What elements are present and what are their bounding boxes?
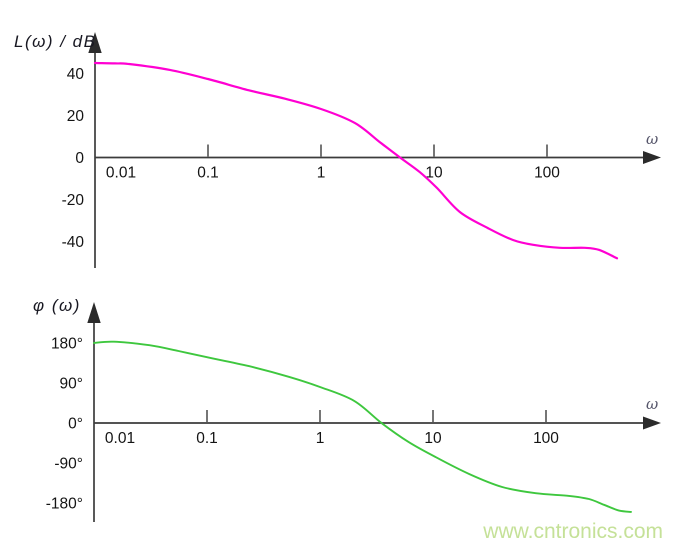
y-tick-label: -40 xyxy=(62,234,85,251)
magnitude-plot-area: 0.01 0.1 1 10 100 40 20 0 -20 -40 xyxy=(62,61,619,260)
x-tick-label: 1 xyxy=(317,165,326,182)
x-axis-arrow-icon xyxy=(643,151,661,164)
y-tick-label: 90° xyxy=(60,376,83,393)
magnitude-curve xyxy=(93,61,619,260)
phase-chart: φ (ω) ω 0.01 0.1 1 10 100 180° 90° 0° -90° -180° xyxy=(33,296,661,522)
phase-x-axis-label: ω xyxy=(646,395,658,413)
x-axis-arrow-icon xyxy=(643,416,661,430)
x-tick-label: 0.01 xyxy=(106,165,136,182)
x-tick-label: 1 xyxy=(316,430,325,447)
y-tick-label: 0° xyxy=(68,416,83,433)
phase-curve xyxy=(93,340,632,513)
y-tick-label: -90° xyxy=(54,455,83,472)
magnitude-axis-title: L(ω) / dB xyxy=(14,32,96,51)
x-tick-label: 0.1 xyxy=(196,430,218,447)
y-axis-arrow-icon xyxy=(87,302,101,323)
x-tick-label: 100 xyxy=(534,165,560,182)
phase-axis-title: φ (ω) xyxy=(33,296,81,315)
y-tick-label: -20 xyxy=(62,192,85,209)
phase-plot-area: 0.01 0.1 1 10 100 180° 90° 0° -90° -180° xyxy=(46,336,632,513)
magnitude-chart: L(ω) / dB ω 0.01 0.1 1 10 100 40 20 0 -20 -40 xyxy=(14,32,661,268)
y-tick-label: -180° xyxy=(46,495,83,512)
y-tick-label: 20 xyxy=(67,108,85,125)
x-tick-label: 10 xyxy=(424,430,442,447)
x-tick-label: 10 xyxy=(425,165,443,182)
x-tick-label: 0.01 xyxy=(105,430,135,447)
x-tick-label: 0.1 xyxy=(197,165,219,182)
y-tick-label: 40 xyxy=(67,66,85,83)
y-axis-arrow-icon xyxy=(88,32,102,53)
y-tick-label: 0 xyxy=(75,150,84,167)
magnitude-x-axis-label: ω xyxy=(646,130,658,148)
x-tick-label: 100 xyxy=(533,430,559,447)
watermark: www.cntronics.com xyxy=(482,520,663,543)
y-tick-label: 180° xyxy=(51,336,83,353)
